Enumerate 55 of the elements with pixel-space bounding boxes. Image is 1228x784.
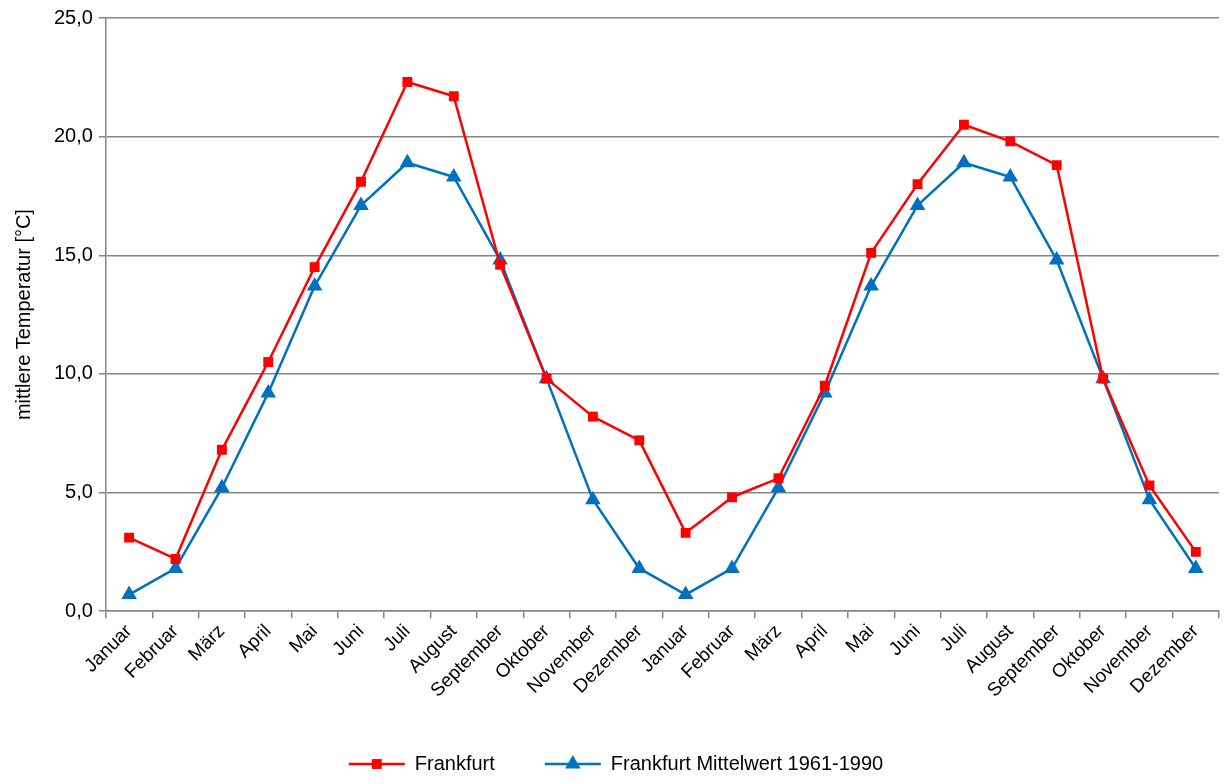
point [1002,167,1019,182]
y-tick-label: 15,0 [53,242,93,265]
point [216,444,227,455]
x-tick-label: Mai [284,619,322,657]
point [353,196,369,210]
x-tick-label: Juni [328,619,368,660]
x-tick-label: Juni [884,619,925,660]
point [495,259,506,270]
point [1144,480,1155,491]
point [402,77,413,88]
point [448,91,459,102]
point [309,262,320,273]
point [819,380,830,391]
point [912,179,923,190]
y-tick-label: 5,0 [65,480,93,503]
point [956,153,972,168]
point [445,167,462,182]
point [306,277,323,291]
y-tick-label: 10,0 [53,361,93,384]
point [587,411,598,422]
point [585,490,601,505]
y-tick-label: 25,0 [53,5,93,28]
point [1188,559,1204,573]
point [773,473,784,484]
point [124,532,135,543]
point [909,196,926,210]
point [631,559,648,573]
x-tick-label: Juli [935,619,971,655]
point [214,478,230,493]
point [1141,490,1158,505]
point [399,153,416,168]
point [1005,136,1016,147]
legend-label: Frankfurt Mittelwert 1961-1990 [610,751,884,774]
point [680,527,691,538]
point [1048,251,1065,265]
point [677,585,694,600]
y-axis-title: mittlere Temperatur [°C] [11,209,34,421]
point [863,277,879,291]
x-tick-label: Juli [378,619,414,655]
point [1190,546,1201,557]
point [866,247,877,258]
point [958,119,969,130]
point [121,585,137,600]
point [356,176,366,187]
point [260,383,277,398]
point [263,357,274,367]
point [634,435,645,446]
point [724,559,740,573]
x-tick-label: Mai [841,619,878,657]
point [727,492,737,503]
legend-label: Frankfurt [414,751,496,774]
y-tick-label: 0,0 [65,598,93,621]
point [1051,160,1062,171]
y-tick-label: 20,0 [53,124,93,147]
point [170,554,181,564]
